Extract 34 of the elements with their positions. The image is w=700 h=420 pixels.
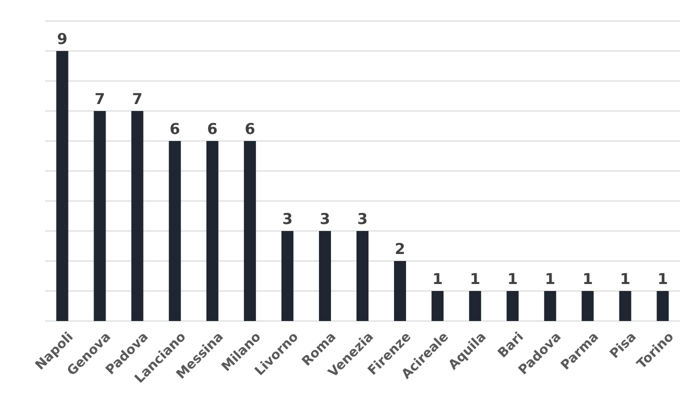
data-label: 3 xyxy=(357,210,368,228)
bar xyxy=(94,111,106,321)
data-label: 1 xyxy=(620,270,630,288)
bar xyxy=(506,291,519,321)
bar xyxy=(582,291,594,321)
data-label: 1 xyxy=(470,270,480,288)
bar xyxy=(56,51,68,321)
data-label: 1 xyxy=(658,270,668,288)
bar xyxy=(656,291,669,321)
data-label: 3 xyxy=(320,210,330,228)
bar xyxy=(206,141,218,321)
bar xyxy=(356,231,369,321)
bar xyxy=(244,141,256,321)
bar xyxy=(394,261,406,321)
data-label: 6 xyxy=(170,120,180,138)
bar xyxy=(131,111,144,321)
bar xyxy=(469,291,482,321)
data-label: 1 xyxy=(432,270,443,288)
bar xyxy=(619,291,632,321)
data-label: 9 xyxy=(57,30,68,48)
data-label: 1 xyxy=(544,270,556,288)
bar xyxy=(168,141,181,321)
bar xyxy=(432,291,444,321)
data-label: 1 xyxy=(582,270,593,288)
data-label: 1 xyxy=(507,270,518,288)
data-label: 7 xyxy=(94,90,106,108)
data-label: 2 xyxy=(394,240,406,258)
data-label: 6 xyxy=(207,120,218,138)
bar xyxy=(544,291,556,321)
data-label: 3 xyxy=(282,210,293,228)
data-label: 7 xyxy=(132,90,143,108)
bar xyxy=(318,231,331,321)
data-label: 6 xyxy=(244,120,256,138)
bar xyxy=(281,231,294,321)
